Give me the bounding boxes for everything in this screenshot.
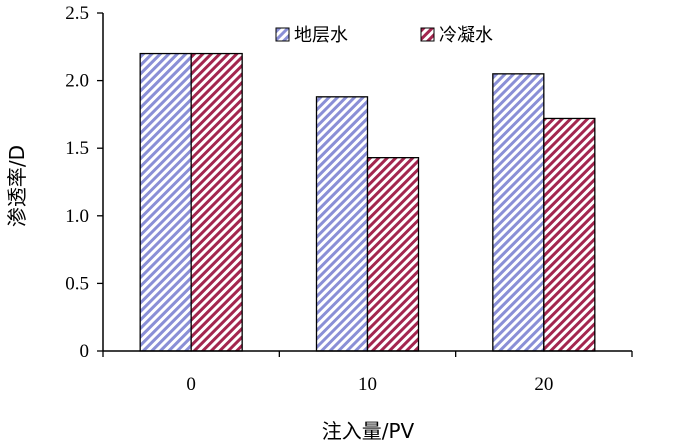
y-tick-label: 0.5 [65, 273, 89, 294]
y-tick-label: 2.5 [65, 3, 89, 24]
y-tick-label: 1.5 [65, 138, 89, 159]
x-tick-label: 0 [186, 374, 196, 395]
bar-series-1-cat-1 [366, 157, 420, 352]
axes-group [102, 13, 632, 352]
bar-series-0-cat-2 [492, 73, 545, 352]
bars-group [139, 52, 596, 352]
x-tick-label: 20 [534, 374, 553, 395]
y-tick-label: 0 [80, 341, 90, 362]
y-ticks-group: 0 0.5 1.0 1.5 2.0 2.5 [65, 3, 103, 362]
y-tick-label: 2.0 [65, 71, 89, 92]
x-axis-title: 注入量/PV [322, 419, 415, 443]
legend-label-1: 冷凝水 [439, 25, 493, 46]
legend-swatch-1 [420, 27, 435, 42]
bar-series-0-cat-1 [315, 96, 369, 352]
legend-label-0: 地层水 [294, 25, 348, 46]
legend: 地层水 冷凝水 [275, 25, 493, 46]
bar-series-1-cat-2 [543, 117, 596, 352]
legend-swatch-0 [275, 27, 290, 42]
x-tick-label: 10 [358, 374, 377, 395]
bar-series-1-cat-0 [190, 52, 243, 352]
y-axis-title: 渗透率/D [5, 145, 29, 227]
y-tick-label: 1.0 [65, 206, 89, 227]
x-ticks-group: 0 10 20 [102, 351, 633, 395]
bar-series-0-cat-0 [139, 52, 192, 352]
